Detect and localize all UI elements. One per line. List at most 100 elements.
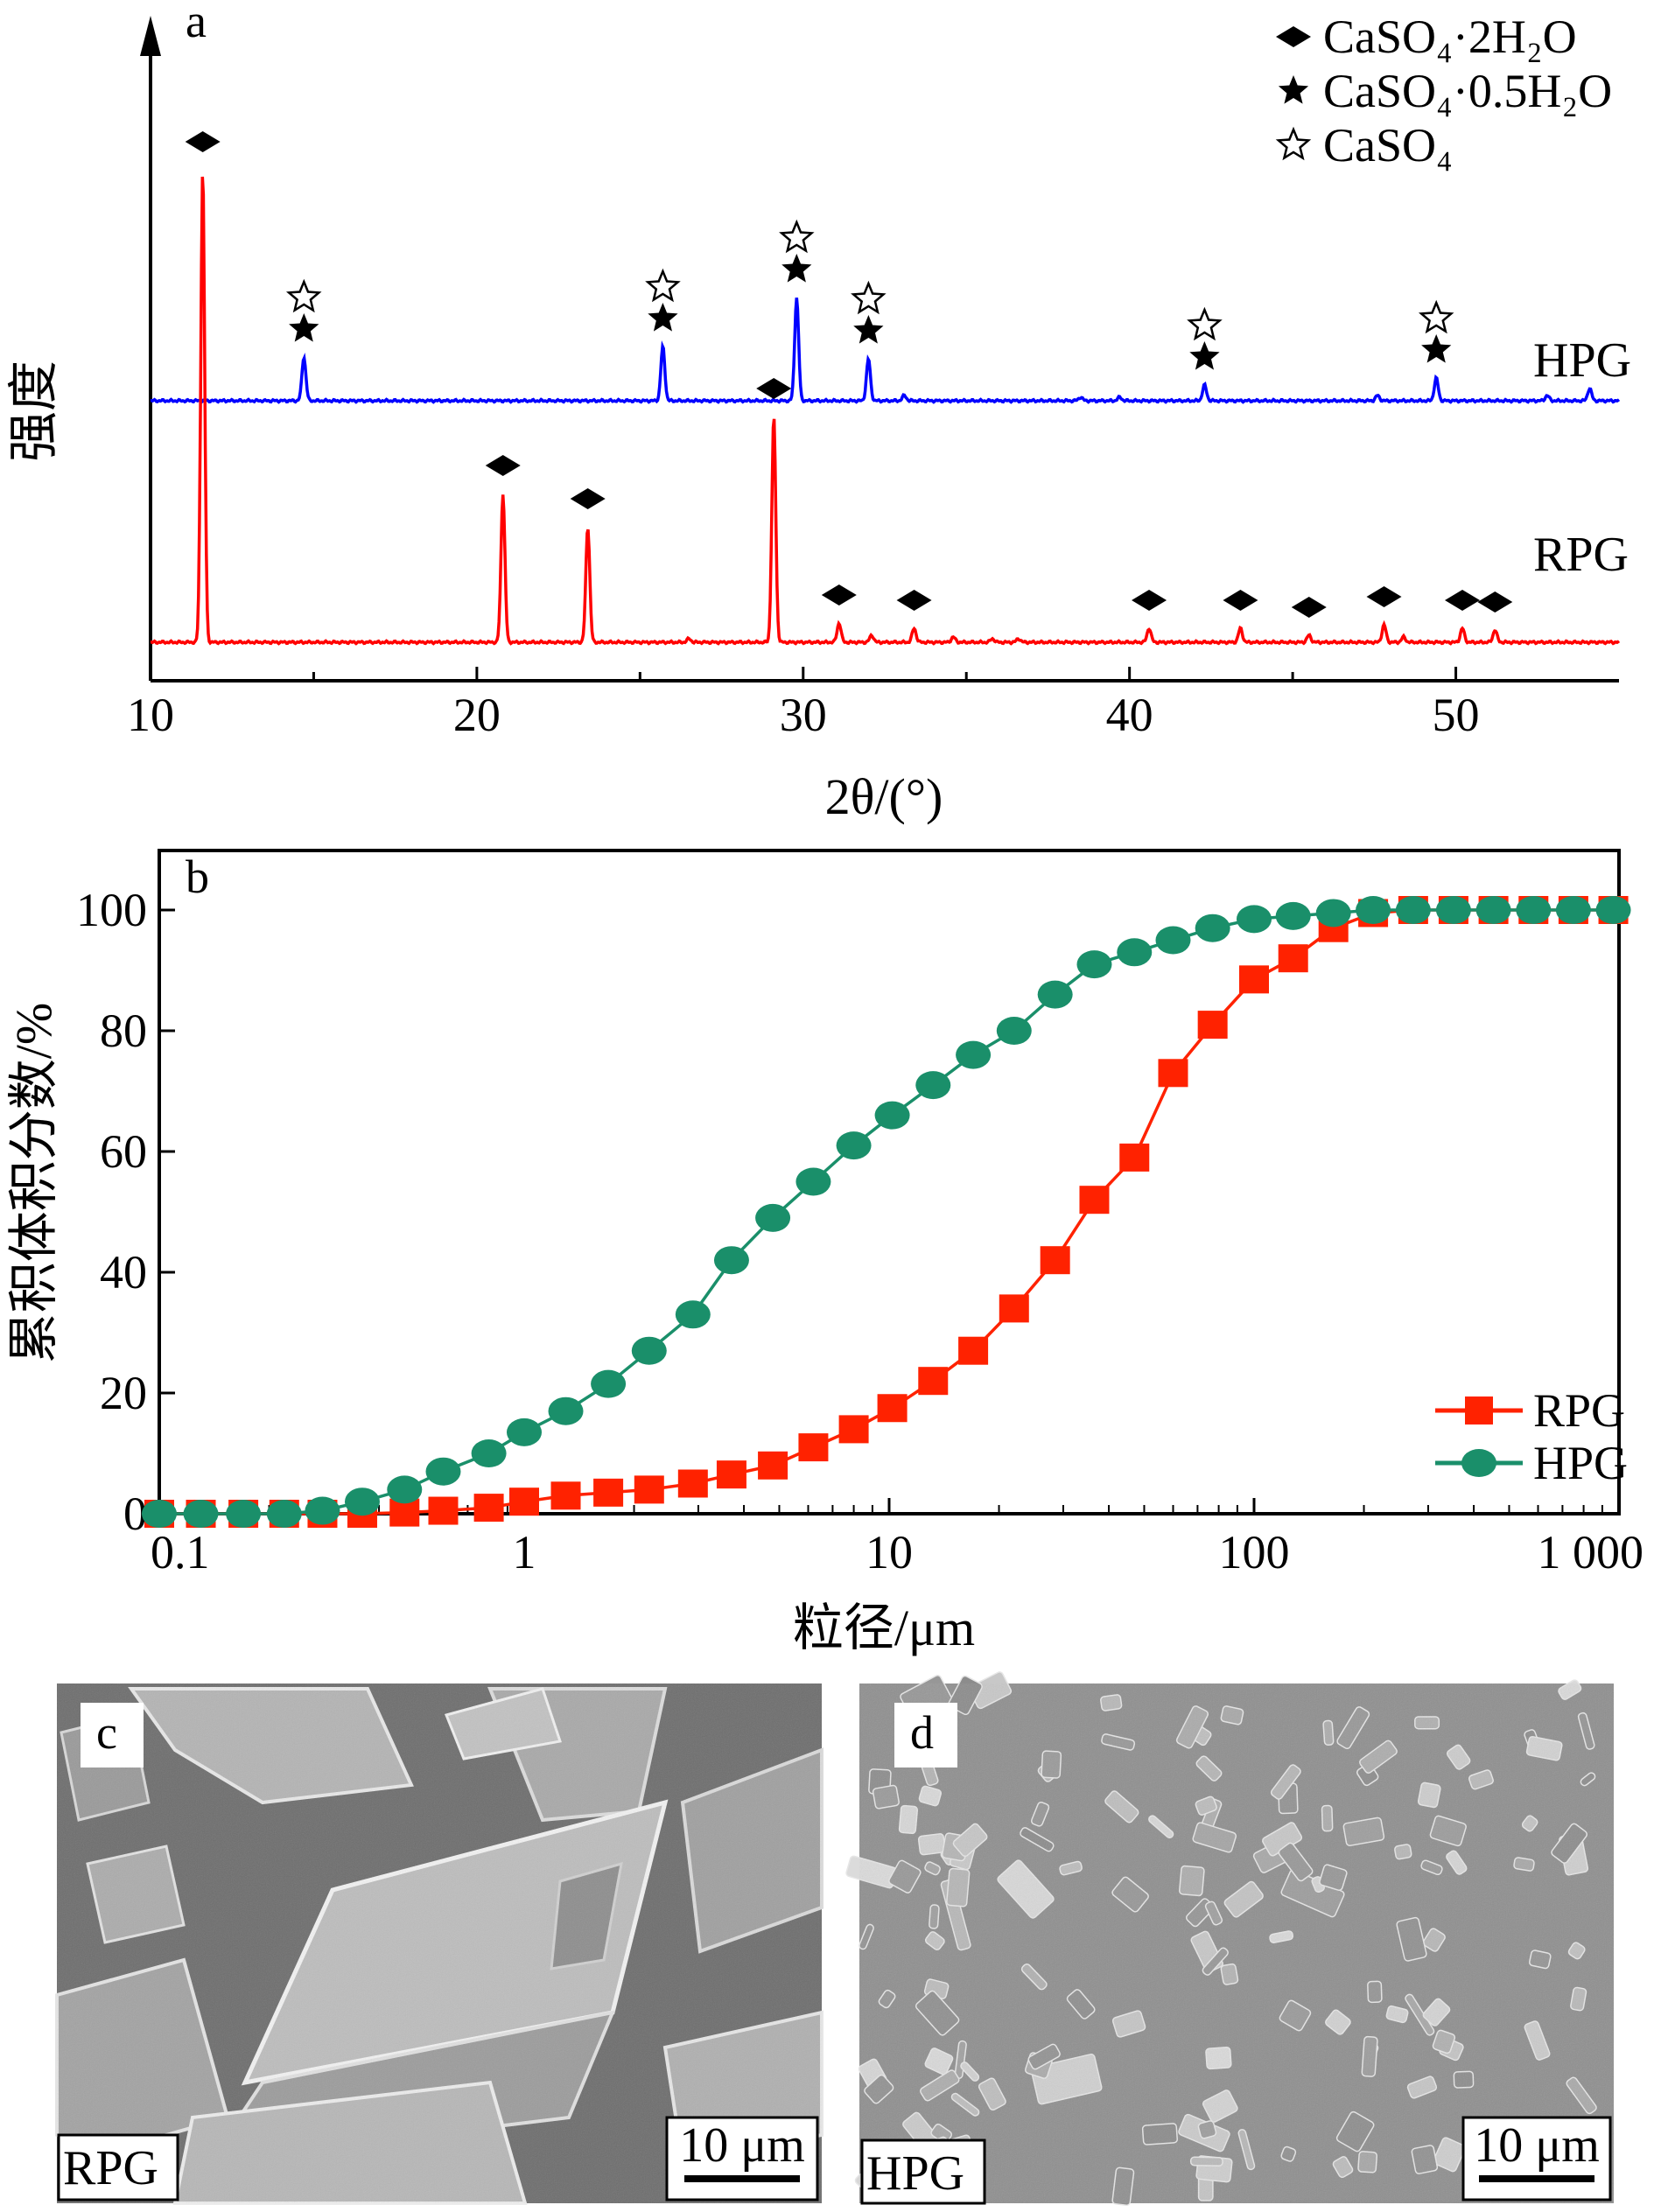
psd-x-axis-title: 粒径/μm	[793, 1600, 975, 1656]
panel-letter-box-c	[81, 1703, 144, 1768]
xrd-x-tick-label: 10	[127, 689, 174, 741]
psd-y-tick-label: 100	[76, 884, 147, 936]
sem-tag-hpg: HPG	[866, 2146, 964, 2201]
psd-point-rpg	[1079, 1186, 1110, 1214]
legend-label: CaSO₄·2H₂O	[1323, 10, 1577, 63]
series-label-rpg: RPG	[1533, 528, 1629, 582]
psd-point-rpg	[1158, 1059, 1188, 1088]
marker-open-star	[851, 280, 887, 315]
psd-point-hpg	[713, 1246, 749, 1275]
marker-diamond	[1445, 590, 1481, 611]
psd-point-hpg	[1076, 950, 1112, 979]
psd-point-hpg	[874, 1101, 910, 1130]
psd-point-rpg	[634, 1475, 664, 1504]
marker-diamond	[1366, 586, 1402, 607]
marker-diamond	[1477, 592, 1513, 612]
marker-filled-star	[853, 315, 884, 344]
psd-point-hpg	[142, 1500, 177, 1528]
psd-point-hpg	[1037, 980, 1073, 1009]
marker-filled-star	[1421, 334, 1452, 363]
marker-diamond	[185, 131, 221, 152]
psd-point-rpg	[1040, 1246, 1070, 1275]
psd-point-rpg	[798, 1433, 829, 1462]
panel-letter-a: a	[186, 0, 207, 47]
psd-point-hpg	[183, 1500, 219, 1528]
marker-filled-star	[648, 303, 678, 332]
psd-point-rpg	[677, 1469, 708, 1498]
marker-diamond	[485, 455, 521, 476]
panel-letter-c: c	[96, 1706, 117, 1759]
marker-open-star	[1418, 299, 1454, 334]
psd-point-hpg	[755, 1203, 791, 1232]
marker-filled-star	[1189, 341, 1220, 370]
psd-point-hpg	[548, 1396, 584, 1425]
marker-open-star	[1275, 126, 1312, 161]
psd-y-tick-label: 80	[100, 1004, 147, 1057]
psd-point-hpg	[996, 1017, 1032, 1045]
marker-diamond	[1291, 597, 1327, 618]
xrd-legend: CaSO₄·2H₂O CaSO₄·0.5H₂O CaSO₄	[1275, 10, 1612, 172]
psd-point-hpg	[591, 1369, 627, 1398]
psd-y-tick-label: 60	[100, 1125, 147, 1178]
psd-point-rpg	[593, 1478, 624, 1507]
psd-line-hpg	[159, 908, 1614, 1516]
marker-diamond	[1276, 26, 1311, 47]
marker-diamond	[896, 590, 932, 611]
xrd-x-tick-label: 30	[780, 689, 827, 741]
psd-point-rpg	[758, 1451, 788, 1480]
psd-y-tick-label: 20	[100, 1367, 147, 1419]
psd-point-rpg	[716, 1460, 746, 1489]
xrd-x-tick-label: 20	[453, 689, 501, 741]
psd-point-hpg	[1237, 905, 1272, 934]
psd-point-hpg	[1516, 896, 1552, 924]
psd-point-hpg	[305, 1496, 340, 1525]
marker-open-star	[645, 268, 681, 303]
sem-tag-box-hpg	[860, 2138, 986, 2205]
psd-line-rpg	[159, 908, 1614, 1516]
psd-legend: RPG HPG	[1435, 1384, 1628, 1489]
xrd-x-tick-label: 50	[1433, 689, 1480, 741]
psd-point-hpg	[226, 1500, 262, 1528]
xrd-series-hpg	[151, 298, 1621, 404]
sem-tag-box-rpg	[57, 2133, 179, 2202]
marker-filled-star	[1278, 75, 1309, 104]
psd-point-hpg	[507, 1418, 542, 1446]
psd-point-rpg	[428, 1496, 459, 1525]
psd-point-hpg	[425, 1457, 461, 1486]
psd-point-hpg	[1275, 901, 1311, 930]
marker-diamond	[1132, 590, 1167, 611]
legend-marker-circle	[1461, 1449, 1496, 1477]
psd-point-hpg	[631, 1336, 667, 1365]
marker-diamond	[1223, 590, 1258, 611]
marker-open-star	[779, 219, 815, 254]
psd-point-hpg	[266, 1500, 302, 1528]
psd-y-axis-title: 累积体积分数/%	[5, 1003, 62, 1363]
sem-tag-rpg: RPG	[63, 2141, 158, 2195]
psd-point-rpg	[877, 1394, 908, 1423]
xrd-x-axis-title: 2θ/(°)	[825, 768, 943, 825]
psd-point-rpg	[1197, 1011, 1228, 1040]
xrd-panel: a 10 20 30 40 50 CaSO₄·2H₂O CaSO₄·0.5H₂O CaS…	[5, 0, 1631, 825]
xrd-x-tick-label: 40	[1106, 689, 1153, 741]
psd-point-rpg	[509, 1488, 539, 1516]
psd-point-rpg	[958, 1336, 989, 1365]
psd-point-rpg	[1239, 965, 1269, 994]
legend-label-hpg: HPG	[1533, 1437, 1628, 1489]
psd-point-rpg	[918, 1367, 949, 1396]
series-label-hpg: HPG	[1533, 333, 1631, 388]
xrd-series-rpg	[151, 176, 1621, 646]
sem-image-hpg: d HPG 10 μm	[845, 1671, 1614, 2207]
psd-point-hpg	[1555, 896, 1591, 924]
psd-point-rpg	[1119, 1143, 1150, 1172]
panel-letter-b: b	[186, 850, 209, 903]
scale-bar-label-c: 10 μm	[679, 2118, 805, 2173]
psd-point-hpg	[1315, 899, 1351, 928]
scale-bar-box-d	[1461, 2116, 1612, 2202]
psd-point-hpg	[1155, 926, 1191, 955]
psd-point-hpg	[1595, 896, 1631, 924]
psd-point-rpg	[838, 1415, 869, 1444]
marker-diamond	[570, 488, 606, 509]
psd-x-tick-label: 100	[1219, 1526, 1290, 1578]
psd-point-hpg	[1435, 896, 1471, 924]
